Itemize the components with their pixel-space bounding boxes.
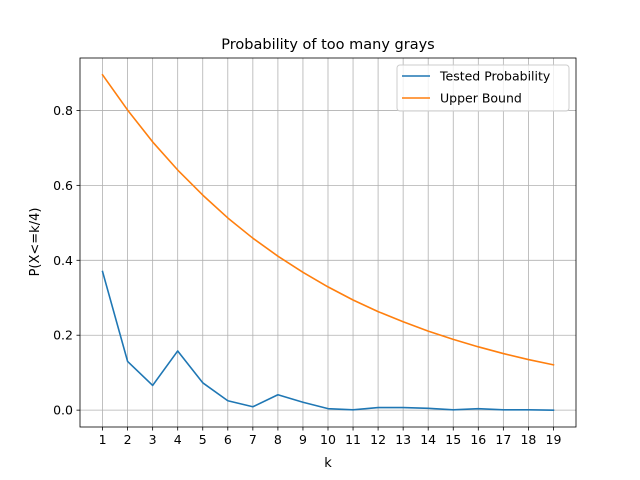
series-line-upper-bound <box>101 73 555 366</box>
x-axis-label: k <box>324 456 332 471</box>
y-tick-label: 0.0 <box>53 403 73 418</box>
x-tick-label: 6 <box>224 432 232 447</box>
x-tick-label: 10 <box>320 432 336 447</box>
y-axis-label: P(X<=k/4) <box>28 208 43 277</box>
x-tick-label: 14 <box>420 432 436 447</box>
legend: Tested Probability Upper Bound <box>396 64 570 112</box>
series-line-tested-probability <box>101 270 555 411</box>
x-tick-label: 5 <box>199 432 207 447</box>
x-tick-label: 19 <box>546 432 562 447</box>
x-tick-label: 3 <box>149 432 157 447</box>
x-tick-label: 8 <box>274 432 282 447</box>
x-tick-label: 4 <box>174 432 182 447</box>
legend-label-upper-bound: Upper Bound <box>440 91 522 106</box>
legend-box <box>396 64 570 112</box>
x-axis-ticks: 1 2 3 4 5 6 7 8 9 10 11 12 13 14 15 16 17 18 19 <box>99 427 562 447</box>
x-tick-label: 9 <box>299 432 307 447</box>
x-tick-label: 15 <box>445 432 461 447</box>
x-tick-label: 18 <box>520 432 536 447</box>
x-tick-label: 11 <box>345 432 361 447</box>
x-tick-label: 2 <box>124 432 132 447</box>
x-tick-label: 7 <box>249 432 257 447</box>
x-tick-label: 16 <box>470 432 486 447</box>
y-axis-ticks: 0.0 0.2 0.4 0.6 0.8 <box>53 103 80 418</box>
y-tick-label: 0.4 <box>53 253 73 268</box>
y-tick-label: 0.6 <box>53 178 73 193</box>
y-tick-label: 0.2 <box>53 328 73 343</box>
y-tick-label: 0.8 <box>53 103 73 118</box>
x-tick-label: 17 <box>495 432 511 447</box>
legend-label-tested-probability: Tested Probability <box>439 69 551 84</box>
series-lines <box>101 73 555 411</box>
grid-lines <box>80 58 576 427</box>
x-tick-label: 13 <box>395 432 411 447</box>
x-tick-label: 1 <box>99 432 107 447</box>
chart-title: Probability of too many grays <box>221 37 434 53</box>
x-tick-label: 12 <box>370 432 386 447</box>
